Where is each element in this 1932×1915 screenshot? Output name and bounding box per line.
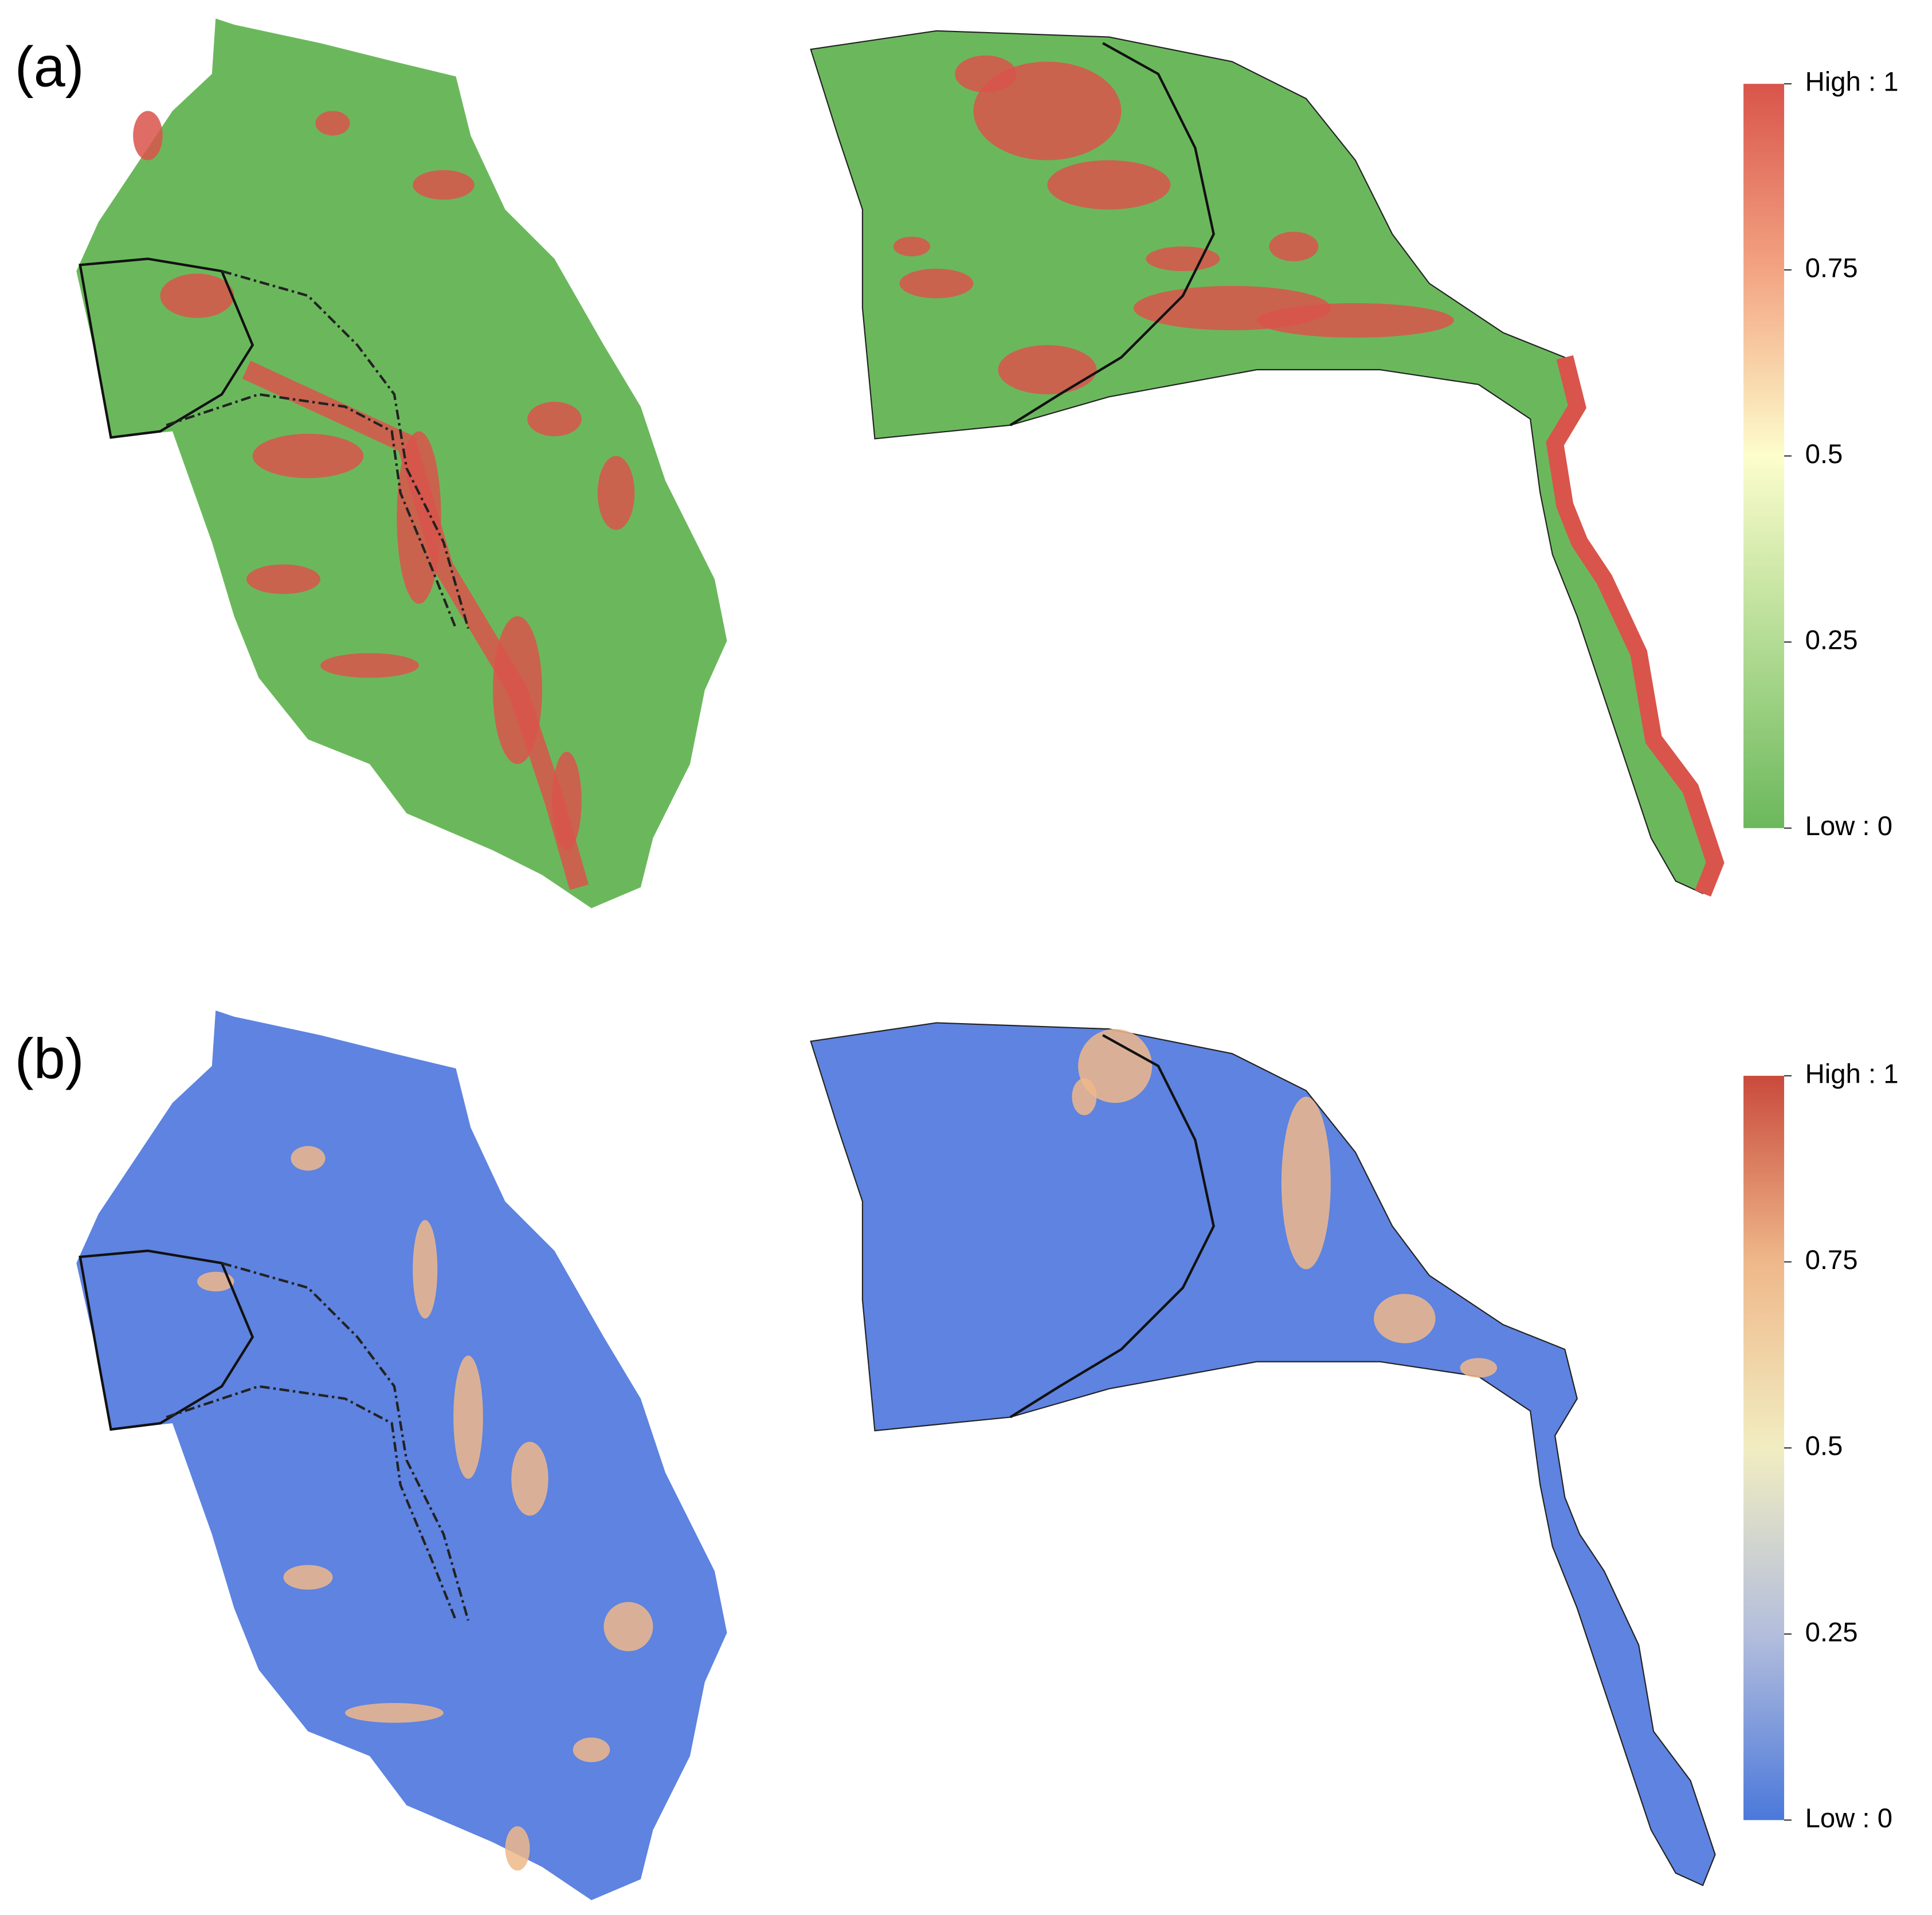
catchment-map	[76, 18, 727, 908]
study-area-map	[810, 1022, 1716, 1886]
hazard-patch	[1256, 303, 1454, 338]
hazard-patch	[603, 1601, 653, 1651]
sub-catchment-outline	[1009, 1034, 1215, 1419]
legend-tick-label: 0.75	[1805, 253, 1858, 283]
panel: (a) High : 1 0.75 0.5 0.25 Low : 0	[15, 18, 1899, 908]
hazard-patch	[1281, 1096, 1331, 1270]
hazard-patch	[893, 236, 931, 257]
hazard-patch	[899, 268, 974, 299]
legend-tick-label: 0.25	[1805, 625, 1858, 656]
hazard-patch	[1072, 1078, 1097, 1115]
hazard-patch	[413, 1220, 438, 1319]
panel-label: (b)	[15, 1027, 84, 1090]
hazard-patch	[252, 433, 364, 479]
hazard-patch	[344, 1703, 444, 1723]
hazard-patch	[133, 111, 163, 160]
map-texture	[893, 55, 1454, 395]
hazard-patch	[320, 653, 419, 678]
hazard-patch	[197, 1271, 234, 1292]
hazard-patch	[1460, 1358, 1498, 1378]
legend-tick-label: High : 1	[1805, 1059, 1899, 1089]
legend-tick-label: 0.75	[1805, 1245, 1858, 1275]
channel-outline	[166, 1262, 470, 1621]
hazard-patch	[1047, 160, 1171, 210]
panel: (b) High : 1 0.75 0.5 0.25 Low : 0	[15, 1010, 1899, 1901]
hazard-patch	[453, 1355, 483, 1479]
channel	[242, 361, 589, 890]
hazard-patch	[998, 345, 1097, 395]
legend-tick-label: Low : 0	[1805, 811, 1892, 841]
legend-tick-label: 0.5	[1805, 1431, 1843, 1462]
map-texture	[1072, 1029, 1498, 1378]
study-area-map	[810, 30, 1716, 895]
color-bar	[1743, 84, 1785, 828]
hazard-patch	[1374, 1294, 1436, 1344]
legend-tick-label: Low : 0	[1805, 1803, 1892, 1834]
hazard-patch	[291, 1146, 326, 1171]
hazard-patch	[505, 1826, 530, 1871]
hazard-patch	[973, 61, 1122, 160]
legend-tick-label: 0.5	[1805, 439, 1843, 469]
panel-label: (a)	[15, 35, 84, 99]
hazard-patch	[160, 273, 234, 318]
hazard-patch	[955, 55, 1017, 93]
hazard-patch	[511, 1442, 548, 1516]
legend-tick-label: High : 1	[1805, 67, 1899, 97]
hazard-patch	[246, 564, 320, 594]
sub-catchment-outline	[79, 1250, 254, 1431]
hazard-patch	[573, 1737, 610, 1763]
sub-catchment-outline	[1009, 42, 1215, 426]
color-bar	[1743, 1075, 1785, 1820]
hazard-patch	[413, 170, 475, 200]
hazard-patch	[597, 456, 635, 530]
channel-outline	[166, 269, 470, 629]
channel	[1546, 355, 1725, 897]
hazard-patch	[1078, 1029, 1153, 1103]
sub-catchment-outline	[79, 257, 254, 439]
hazard-patch	[283, 1565, 333, 1590]
map-texture	[197, 1146, 653, 1871]
hazard-patch	[527, 401, 582, 437]
legend-tick-label: 0.25	[1805, 1617, 1858, 1647]
hazard-patch	[1269, 232, 1319, 261]
hazard-patch	[315, 111, 350, 136]
hazard-patch	[1146, 246, 1220, 272]
catchment-map	[76, 1010, 727, 1901]
